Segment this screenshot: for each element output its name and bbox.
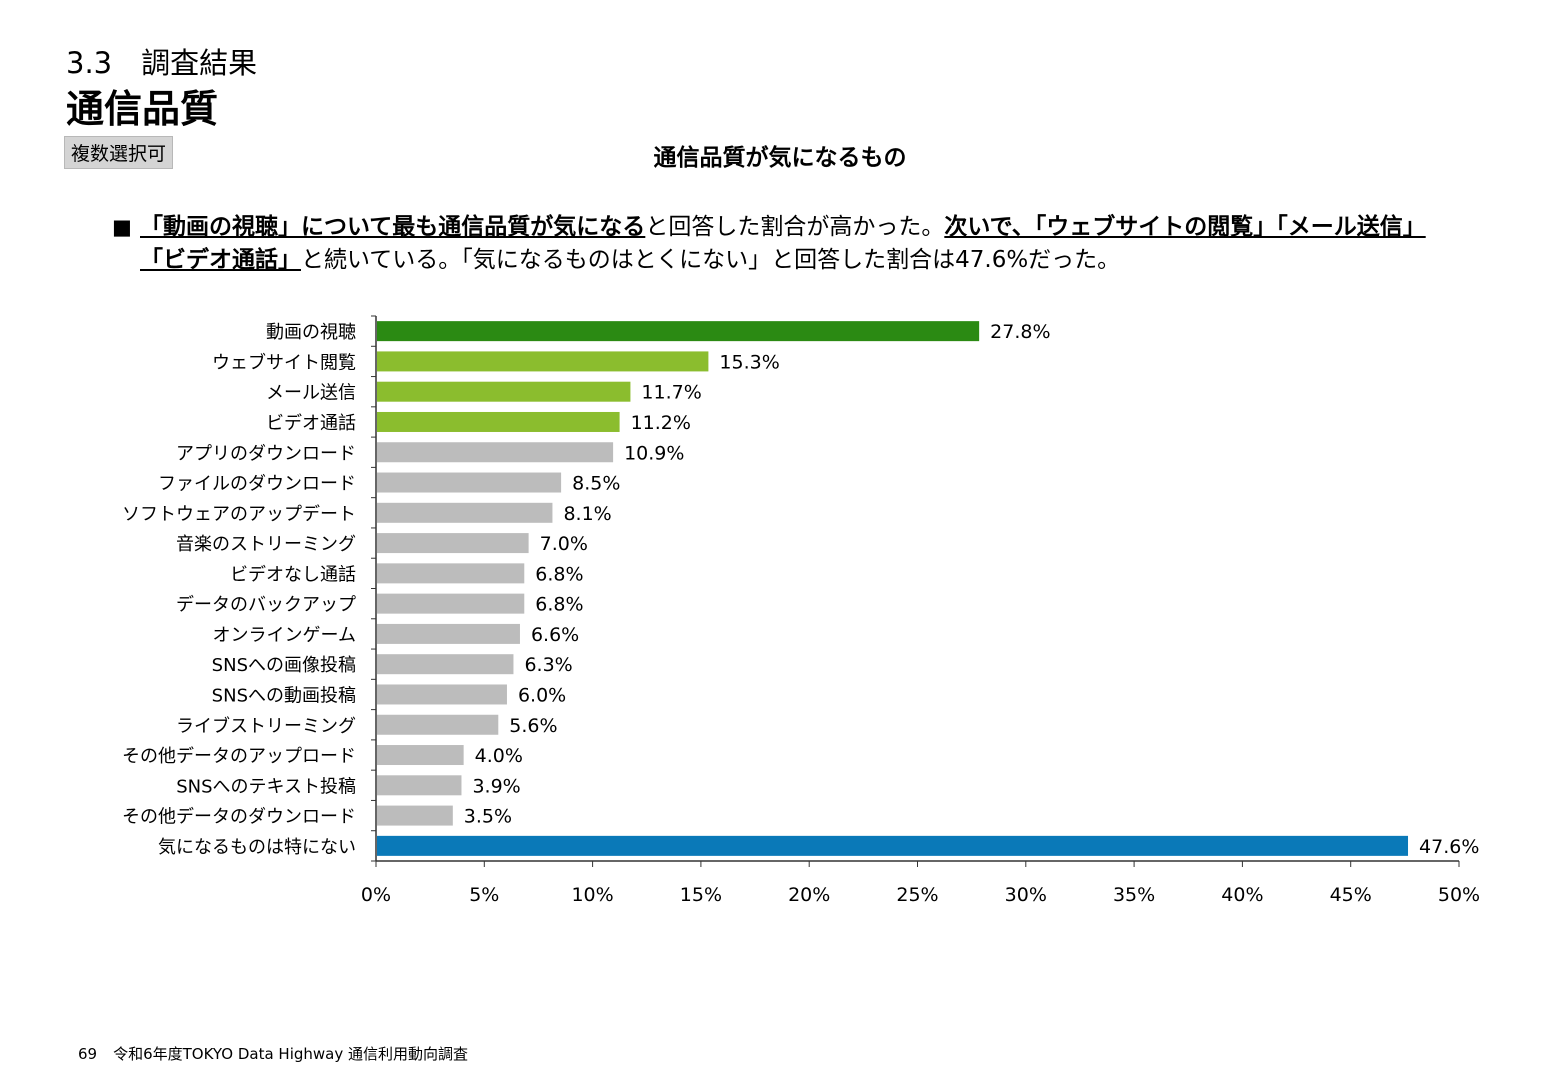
category-label: メール送信	[266, 383, 356, 404]
bullet-square-icon: ■	[112, 215, 132, 239]
data-label: 6.3%	[524, 654, 572, 676]
bar	[377, 684, 507, 705]
category-label: ウェブサイト閲覧	[212, 351, 356, 373]
multiple-choice-badge: 複数選択可	[64, 136, 174, 169]
x-tick-label: 40%	[1221, 884, 1263, 906]
summary-segment: と続いている。「気になるものはとくにない」と回答した割合は47.6%だった。	[301, 247, 1121, 273]
category-label: その他データのアップロード	[122, 746, 356, 767]
data-label: 27.8%	[990, 321, 1050, 343]
summary-line-2: 「ビデオ通話」と続いている。「気になるものはとくにない」と回答した割合は47.6…	[140, 244, 1120, 277]
bar	[377, 411, 620, 432]
category-label: SNSへのテキスト投稿	[176, 776, 356, 797]
x-tick-label: 10%	[571, 884, 613, 906]
bar	[377, 714, 499, 735]
data-label: 3.9%	[472, 775, 520, 797]
section-heading: 3.3 調査結果	[66, 46, 258, 80]
bar	[377, 533, 529, 554]
category-label: ソフトウェアのアップデート	[122, 504, 356, 525]
x-tick-label: 25%	[896, 884, 938, 906]
data-label: 47.6%	[1419, 836, 1479, 858]
bar	[377, 563, 525, 584]
bar	[377, 351, 709, 372]
x-tick-label: 0%	[361, 884, 391, 906]
category-label: 気になるものは特にない	[158, 837, 356, 858]
category-label: データのバックアップ	[176, 595, 356, 616]
bar	[377, 775, 462, 796]
data-label: 6.6%	[531, 624, 579, 646]
data-label: 7.0%	[540, 533, 588, 555]
bar	[377, 654, 514, 675]
chart-title: 通信品質が気になるもの	[653, 145, 907, 171]
data-label: 8.5%	[572, 473, 620, 495]
category-label: 動画の視聴	[266, 322, 356, 343]
bar	[377, 745, 464, 766]
footer-text: 令和6年度TOKYO Data Highway 通信利用動向調査	[113, 1045, 468, 1063]
data-label: 6.8%	[535, 563, 583, 585]
x-tick-label: 5%	[469, 884, 499, 906]
category-label: オンラインゲーム	[213, 625, 356, 646]
summary-segment: 「ビデオ通話」	[140, 247, 301, 273]
page-number: 69	[78, 1045, 98, 1063]
category-label: その他データのダウンロード	[122, 807, 356, 828]
bar	[377, 623, 520, 644]
x-tick-label: 20%	[788, 884, 830, 906]
category-label: ファイルのダウンロード	[158, 474, 356, 495]
category-label: ライブストリーミング	[176, 715, 356, 737]
data-label: 6.0%	[518, 684, 566, 706]
bar	[377, 321, 980, 342]
x-tick-label: 30%	[1005, 884, 1047, 906]
x-tick-label: 50%	[1438, 884, 1480, 906]
footer: 69 令和6年度TOKYO Data Highway 通信利用動向調査	[78, 1043, 468, 1064]
data-label: 15.3%	[719, 351, 779, 373]
x-tick-label: 15%	[680, 884, 722, 906]
summary-line-1: 「動画の視聴」について最も通信品質が気になると回答した割合が高かった。次いで、「…	[140, 211, 1426, 244]
data-label: 5.6%	[509, 715, 557, 737]
bar	[377, 442, 614, 463]
bar	[377, 805, 453, 826]
summary-segment: 「動画の視聴」について最も通信品質が気になる	[140, 214, 646, 240]
data-label: 10.9%	[624, 442, 684, 464]
data-label: 4.0%	[475, 745, 523, 767]
category-label: SNSへの画像投稿	[212, 655, 356, 676]
bar	[377, 593, 525, 614]
x-tick-label: 35%	[1113, 884, 1155, 906]
page-title: 通信品質	[66, 87, 219, 131]
category-label: ビデオ通話	[266, 413, 356, 434]
summary-segment: と回答した割合が高かった。	[645, 214, 945, 240]
summary-segment: 次いで、「ウェブサイトの閲覧」「メール送信」	[944, 214, 1426, 240]
category-label: ビデオなし通話	[230, 564, 356, 585]
data-label: 8.1%	[563, 503, 611, 525]
category-label: SNSへの動画投稿	[212, 685, 356, 706]
bar	[377, 502, 553, 523]
bar	[377, 381, 631, 402]
x-tick-label: 45%	[1330, 884, 1372, 906]
data-label: 11.7%	[641, 382, 701, 404]
bar	[377, 835, 1409, 856]
bar	[377, 472, 562, 493]
data-label: 11.2%	[631, 412, 691, 434]
category-label: アプリのダウンロード	[176, 443, 356, 464]
data-label: 3.5%	[464, 806, 512, 828]
category-label: 音楽のストリーミング	[176, 534, 356, 555]
data-label: 6.8%	[535, 594, 583, 616]
